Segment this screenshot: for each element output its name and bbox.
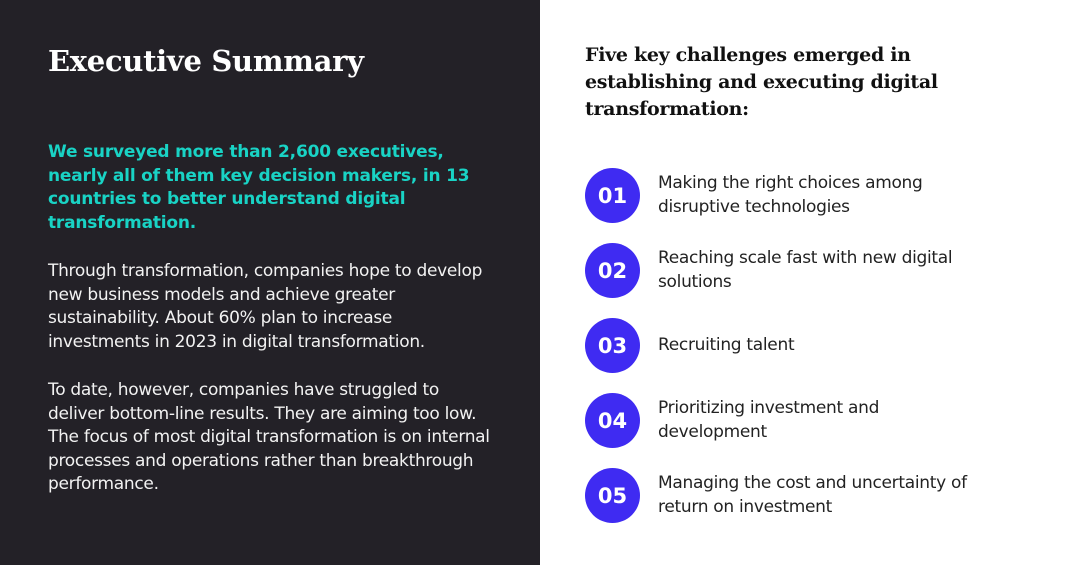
challenge-number-badge: 04 bbox=[585, 393, 640, 448]
challenge-text: Making the right choices among disruptiv… bbox=[658, 173, 923, 217]
highlight-statement: We surveyed more than 2,600 executives, … bbox=[48, 142, 470, 233]
challenge-number-badge: 05 bbox=[585, 468, 640, 523]
summary-panel: Executive Summary We surveyed more than … bbox=[0, 0, 540, 565]
summary-paragraph-2: To date, however, companies have struggl… bbox=[48, 380, 490, 494]
challenge-number-badge: 01 bbox=[585, 168, 640, 223]
challenge-text: Reaching scale fast with new digital sol… bbox=[658, 248, 953, 292]
challenge-item: 03 Recruiting talent bbox=[585, 318, 1040, 373]
summary-paragraph-1: Through transformation, companies hope t… bbox=[48, 261, 483, 352]
challenge-item: 05 Managing the cost and uncertainty of … bbox=[585, 468, 1040, 523]
challenges-list: 01 Making the right choices among disrup… bbox=[585, 168, 1040, 523]
challenges-panel: Five key challenges emerged in establish… bbox=[540, 0, 1080, 565]
challenge-text: Recruiting talent bbox=[658, 334, 795, 355]
challenge-item: 01 Making the right choices among disrup… bbox=[585, 168, 1040, 223]
page-title: Executive Summary bbox=[48, 44, 364, 78]
challenge-item: 02 Reaching scale fast with new digital … bbox=[585, 243, 1040, 298]
challenge-item: 04 Prioritizing investment and developme… bbox=[585, 393, 1040, 448]
challenge-number-badge: 03 bbox=[585, 318, 640, 373]
challenge-number-badge: 02 bbox=[585, 243, 640, 298]
challenge-text: Managing the cost and uncertainty of ret… bbox=[658, 473, 967, 517]
challenges-heading: Five key challenges emerged in establish… bbox=[585, 44, 938, 120]
challenge-text: Prioritizing investment and development bbox=[658, 398, 880, 442]
